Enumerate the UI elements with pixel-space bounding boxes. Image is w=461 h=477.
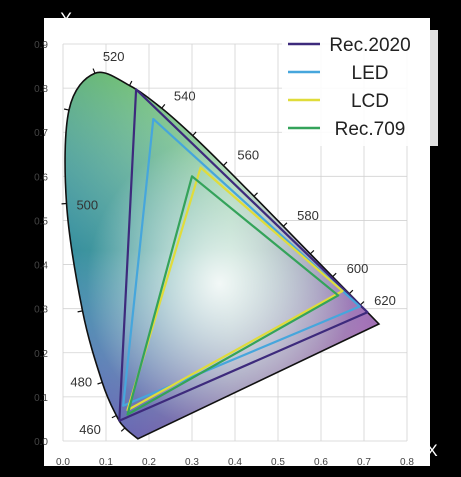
x-tick-label-1: 0.1 (99, 457, 113, 468)
wavelength-label-560: 560 (237, 148, 259, 163)
x-tick-label-6: 0.6 (314, 457, 328, 468)
gamut-triangle-led (122, 117, 361, 407)
locus-tick-1 (120, 427, 126, 432)
wavelength-label-480: 480 (70, 374, 92, 389)
spectral-locus-ticks (61, 68, 365, 432)
locus-tick-7 (92, 68, 96, 74)
legend-background (282, 30, 438, 146)
y-tick-label-7: 0.7 (34, 128, 48, 139)
y-tick-label-1: 0.1 (34, 393, 48, 404)
wavelength-label-600: 600 (347, 261, 369, 276)
y-axis-label: Y (60, 9, 71, 28)
y-tick-label-5: 0.5 (34, 216, 48, 227)
legend-label-led: LED (352, 63, 389, 84)
locus-tick-8 (128, 80, 133, 86)
x-tick-label-2: 0.2 (142, 457, 156, 468)
x-tick-label-3: 0.3 (185, 457, 199, 468)
locus-tick-10 (192, 131, 197, 137)
wavelength-label-620: 620 (374, 293, 396, 308)
locus-tick-13 (282, 222, 288, 227)
legend: Rec.2020 LED LCD Rec.709 (282, 30, 438, 146)
axis-tick-labels: 0.0 0.1 0.2 0.3 0.4 0.5 0.6 0.7 0.8 0.0 0.1 0.2 0.3 0… (34, 40, 414, 468)
y-tick-label-3: 0.3 (34, 305, 48, 316)
wavelength-label-580: 580 (297, 208, 319, 223)
gamut-triangles (118, 88, 369, 422)
x-tick-label-4: 0.4 (228, 457, 242, 468)
y-tick-label-2: 0.2 (34, 349, 48, 360)
y-tick-label-9: 0.9 (34, 40, 48, 51)
x-tick-label-7: 0.7 (357, 457, 371, 468)
legend-label-rec-709: Rec.709 (335, 119, 406, 140)
wavelength-label-520: 520 (103, 49, 125, 64)
y-tick-label-8: 0.8 (34, 84, 48, 95)
locus-tick-11 (223, 161, 228, 166)
gamut-triangle-rec-709 (126, 175, 340, 416)
locus-tick-4 (77, 310, 83, 313)
wavelength-label-460: 460 (79, 422, 101, 437)
locus-tick-14 (309, 249, 315, 255)
locus-tick-6 (63, 108, 70, 111)
locus-tick-15 (332, 272, 337, 278)
locus-tick-12 (253, 192, 258, 197)
gamut-triangle-lcd (126, 166, 344, 412)
x-axis-label: X (426, 441, 437, 460)
wavelength-labels: 460 480 500 520 540 560 580 600 620 (70, 49, 395, 437)
gamut-triangle-rec-2020 (118, 88, 369, 422)
y-tick-label-6: 0.6 (34, 172, 48, 183)
legend-label-rec-2020: Rec.2020 (329, 35, 410, 56)
wavelength-label-540: 540 (174, 88, 196, 103)
x-tick-label-8: 0.8 (400, 457, 414, 468)
x-tick-label-0: 0.0 (56, 457, 70, 468)
y-tick-label-4: 0.4 (34, 261, 48, 272)
locus-tick-9 (161, 103, 166, 109)
legend-label-lcd: LCD (351, 91, 389, 112)
x-tick-label-5: 0.5 (271, 457, 285, 468)
y-tick-label-0: 0.0 (34, 437, 48, 448)
locus-tick-2 (111, 414, 117, 419)
locus-tick-3 (97, 381, 103, 385)
wavelength-label-500: 500 (76, 198, 98, 213)
locus-tick-16 (348, 289, 354, 295)
